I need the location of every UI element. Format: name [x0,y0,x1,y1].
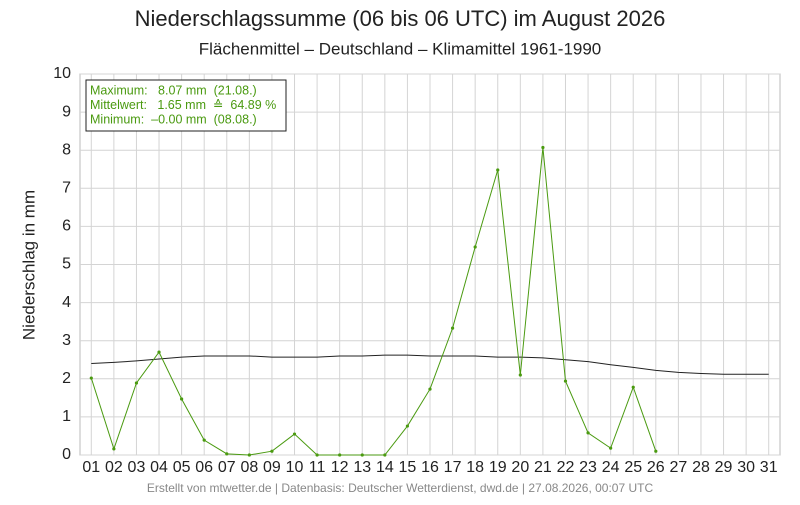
y-tick-label: 7 [62,180,71,197]
y-tick-label: 0 [62,446,71,463]
x-tick-label: 03 [128,459,146,476]
x-tick-label: 28 [692,459,710,476]
data-point [360,453,364,457]
x-tick-label: 04 [150,459,168,476]
x-tick-label: 01 [82,459,100,476]
y-tick-label: 2 [62,370,71,387]
data-point [89,376,93,380]
y-tick-label: 3 [62,332,71,349]
data-point [450,326,455,330]
x-tick-label: 05 [173,459,191,476]
data-point [518,373,522,377]
x-tick-label: 27 [669,459,687,476]
chart-subtitle: Flächenmittel – Deutschland – Klimamitte… [199,39,602,58]
x-tick-label: 23 [579,459,597,476]
data-point [270,449,274,453]
y-tick-label: 1 [62,408,71,425]
x-tick-label: 22 [557,459,575,476]
y-tick-label: 10 [53,65,71,82]
chart-title: Niederschlagssumme (06 bis 06 UTC) im Au… [135,6,666,31]
data-point [134,381,139,385]
data-point [654,449,658,453]
data-point [157,350,161,354]
y-tick-label: 8 [62,141,71,158]
y-axis-label: Niederschlag in mm [19,190,38,340]
data-point [180,397,184,401]
x-tick-label: 07 [218,459,236,476]
info-box [85,79,287,132]
x-tick-label: 26 [647,459,665,476]
data-point [338,453,342,457]
x-tick-label: 19 [489,459,507,476]
info-line: Mittelwert: 1.65 mm ≙ 64.89 % [90,98,276,112]
data-point [586,431,590,435]
x-tick-label: 20 [511,459,529,476]
x-tick-label: 15 [399,459,417,476]
series-line [90,147,657,456]
info-line: Minimum: –0.00 mm (08.08.) [90,112,257,126]
x-tick-label: 18 [466,459,484,476]
y-tick-label: 9 [62,103,71,120]
x-tick-label: 09 [263,459,281,476]
x-tick-label: 02 [105,459,123,476]
data-point [496,168,500,172]
footer: Erstellt von mtwetter.de | Datenbasis: D… [147,481,654,495]
x-tick-label: 29 [715,459,733,476]
y-tick-label: 5 [62,256,71,273]
data-point [292,432,297,436]
data-point [247,453,251,457]
data-point [473,245,477,249]
x-tick-label: 25 [624,459,642,476]
x-tick-label: 11 [309,459,326,476]
series-line [91,354,769,375]
data-point [225,452,229,456]
x-tick-label: 13 [353,459,371,476]
x-tick-label: 06 [195,459,213,476]
x-tick-label: 12 [331,459,349,476]
x-tick-label: 16 [421,459,439,476]
data-point [112,447,116,451]
y-tick-label: 6 [62,218,71,235]
data-point [631,385,635,389]
data-point [405,424,410,428]
data-point [202,438,206,442]
x-tick-label: 24 [602,459,620,476]
data-point [609,446,613,450]
x-tick-label: 30 [737,459,755,476]
data-point [428,387,432,391]
x-tick-label: 10 [286,459,304,476]
data-point [383,453,387,457]
x-tick-label: 31 [760,459,778,476]
x-tick-label: 08 [240,459,258,476]
x-tick-label: 14 [376,459,394,476]
x-tick-label: 21 [534,459,552,476]
info-line: Maximum: 8.07 mm (21.08.) [90,83,257,97]
data-point [315,453,319,457]
data-point [541,145,545,150]
data-point [563,379,568,383]
x-tick-label: 17 [444,459,462,476]
y-tick-label: 4 [62,294,71,311]
